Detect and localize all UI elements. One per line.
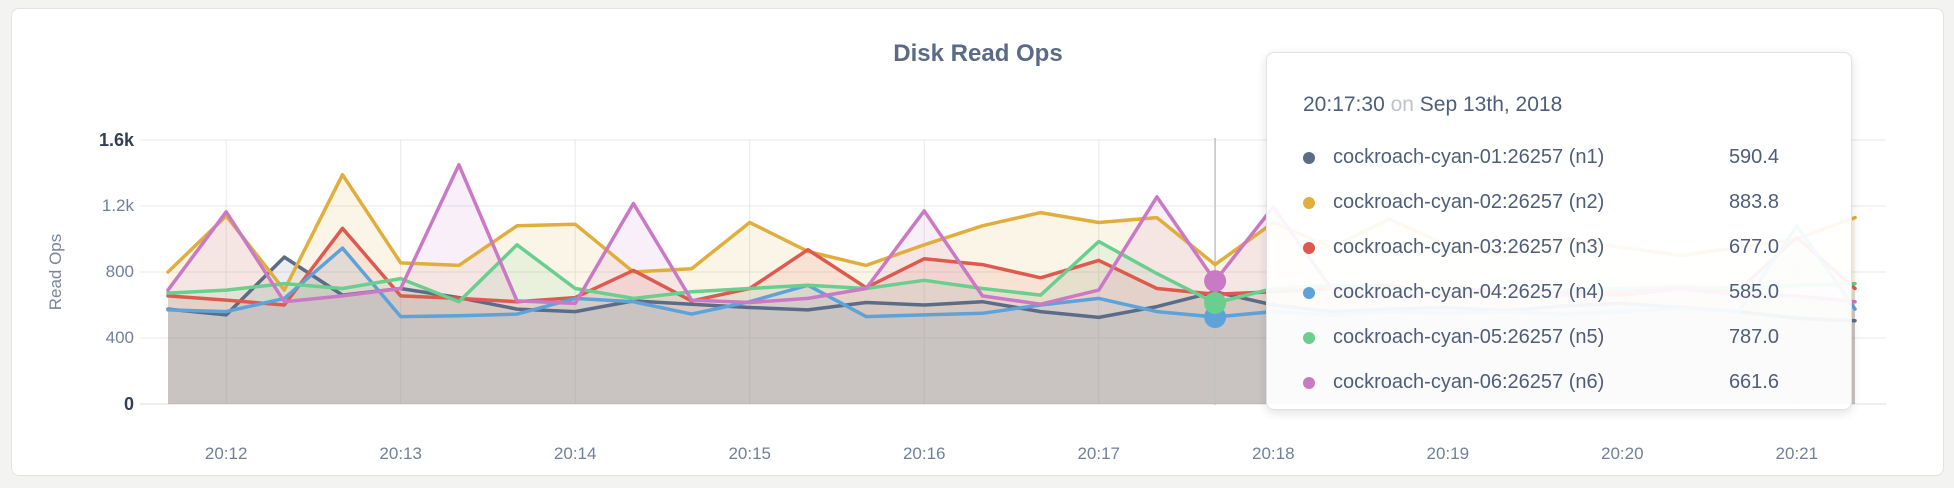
x-tick-label: 20:18 bbox=[1251, 444, 1295, 463]
x-tick-label: 20:12 bbox=[204, 444, 248, 463]
series-value: 585.0 bbox=[1728, 281, 1779, 303]
x-tick-label: 20:13 bbox=[379, 444, 422, 463]
tooltip-row: cockroach-cyan-05:26257 (n5) 787.0 bbox=[1303, 315, 1817, 360]
series-label: cockroach-cyan-02:26257 (n2) bbox=[1333, 191, 1605, 213]
x-tick-label: 20:15 bbox=[728, 444, 771, 463]
x-tick-label: 20:14 bbox=[553, 444, 597, 463]
hover-tooltip: 20:17:30 on Sep 13th, 2018 cockroach-cya… bbox=[1266, 52, 1852, 410]
tooltip-row: cockroach-cyan-06:26257 (n6) 661.6 bbox=[1303, 360, 1817, 405]
series-value: 661.6 bbox=[1728, 371, 1779, 393]
series-value: 787.0 bbox=[1728, 326, 1779, 348]
hover-dot-n6 bbox=[1204, 270, 1227, 293]
y-tick-label: 1.2k bbox=[101, 196, 134, 215]
series-label: cockroach-cyan-04:26257 (n4) bbox=[1333, 281, 1605, 303]
chart-title: Disk Read Ops bbox=[893, 40, 1063, 67]
tooltip-row: cockroach-cyan-02:26257 (n2) 883.8 bbox=[1303, 180, 1817, 225]
series-color-dot bbox=[1303, 376, 1315, 389]
series-color-dot bbox=[1303, 286, 1315, 299]
series-label: cockroach-cyan-06:26257 (n6) bbox=[1333, 371, 1605, 393]
series-label: cockroach-cyan-03:26257 (n3) bbox=[1333, 236, 1605, 258]
series-color-dot bbox=[1303, 151, 1315, 164]
tooltip-row: cockroach-cyan-01:26257 (n1) 590.4 bbox=[1303, 135, 1817, 180]
tooltip-conjunction: on bbox=[1390, 93, 1414, 116]
x-tick-label: 20:20 bbox=[1601, 444, 1644, 463]
x-tick-label: 20:16 bbox=[902, 444, 946, 463]
x-tick-label: 20:19 bbox=[1426, 444, 1470, 463]
x-tick-label: 20:21 bbox=[1775, 444, 1819, 463]
x-tick-label: 20:17 bbox=[1077, 444, 1121, 463]
hover-dot-n5 bbox=[1204, 292, 1227, 315]
tooltip-row: cockroach-cyan-03:26257 (n3) 677.0 bbox=[1303, 225, 1817, 270]
series-color-dot bbox=[1303, 241, 1315, 254]
tooltip-time: 20:17:30 bbox=[1303, 93, 1385, 116]
series-value: 590.4 bbox=[1728, 146, 1779, 168]
series-label: cockroach-cyan-05:26257 (n5) bbox=[1333, 326, 1605, 348]
series-value: 883.8 bbox=[1728, 191, 1779, 213]
y-tick-label: 400 bbox=[105, 328, 134, 347]
y-tick-label: 800 bbox=[105, 262, 134, 281]
tooltip-date: Sep 13th, 2018 bbox=[1419, 93, 1563, 116]
series-label: cockroach-cyan-01:26257 (n1) bbox=[1333, 146, 1605, 168]
tooltip-header: 20:17:30 on Sep 13th, 2018 bbox=[1303, 93, 1817, 117]
series-value: 677.0 bbox=[1728, 236, 1779, 258]
y-tick-label: 0 bbox=[123, 394, 134, 414]
y-tick-label: 1.6k bbox=[98, 130, 134, 150]
series-color-dot bbox=[1303, 331, 1315, 344]
tooltip-row: cockroach-cyan-04:26257 (n4) 585.0 bbox=[1303, 270, 1817, 315]
series-color-dot bbox=[1303, 196, 1315, 209]
